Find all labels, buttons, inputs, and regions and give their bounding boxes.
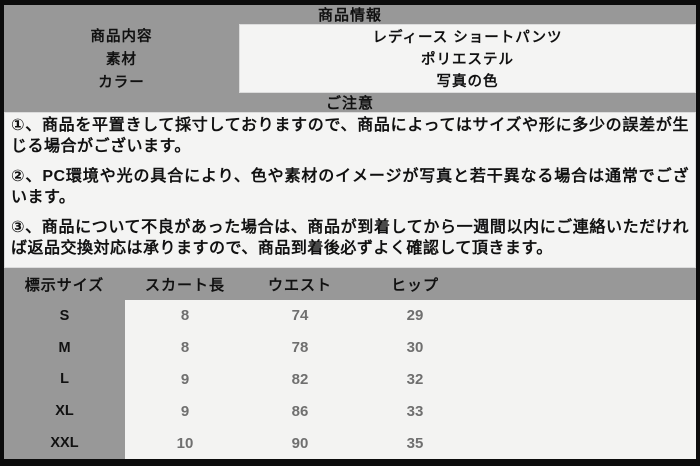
size-label: XL (55, 403, 74, 420)
product-value-color: 写真の色 (436, 74, 499, 91)
waist-value: 82 (291, 370, 309, 388)
sheet-title: 商品情報 (317, 7, 382, 24)
waist-value: 78 (291, 339, 309, 357)
product-value-material: ポリエステル (421, 51, 514, 68)
size-label: M (58, 339, 71, 356)
product-value-content: レディース ショートパンツ (372, 29, 563, 46)
hip-value: 30 (406, 339, 424, 357)
hip-value: 35 (406, 434, 424, 452)
notice-box: ①、商品を平置きして採寸しておりますので、商品によってはサイズや形に多少の誤差が… (4, 112, 696, 268)
product-label-color: カラー (98, 75, 145, 91)
column-header-waist: ウエスト (267, 276, 332, 294)
product-value-box: レディース ショートパンツ ポリエステル 写真の色 (239, 24, 696, 93)
size-chart-header: 標示サイズ スカート長 ウエスト ヒップ (4, 268, 696, 300)
waist-value: 86 (291, 402, 309, 420)
size-row-m: M 8 78 30 (4, 332, 696, 364)
hip-value: 29 (406, 307, 424, 325)
product-info-section: 商品内容 素材 カラー レディース ショートパンツ ポリエステル 写真の色 (4, 24, 696, 93)
notice-paragraph-1: ①、商品を平置きして採寸しておりますので、商品によってはサイズや形に多少の誤差が… (11, 117, 689, 155)
hip-value: 33 (406, 402, 424, 420)
column-header-skirt-length: スカート長 (144, 276, 225, 294)
size-chart-body: S 8 74 29 M 8 78 30 L 9 82 32 XL 9 86 33 (4, 300, 696, 459)
waist-value: 90 (291, 434, 309, 452)
product-label-column: 商品内容 素材 カラー (4, 24, 239, 93)
size-label: S (59, 307, 70, 324)
notice-title: ご注意 (325, 95, 374, 112)
skirt-length-value: 9 (180, 370, 190, 388)
notice-paragraph-3: ③、商品について不良があった場合は、商品が到着してから一週間以内にご連絡いただけ… (11, 219, 689, 257)
skirt-length-value: 9 (180, 402, 190, 420)
product-label-content: 商品内容 (90, 29, 153, 45)
skirt-length-value: 10 (176, 434, 194, 452)
size-row-s: S 8 74 29 (4, 300, 696, 332)
waist-value: 74 (291, 307, 309, 325)
notice-paragraph-2: ②、PC環境や光の具合により、色や素材のイメージが写真と若干異なる場合は通常でご… (11, 168, 689, 206)
size-label: L (60, 371, 69, 388)
size-row-xl: XL 9 86 33 (4, 395, 696, 427)
column-header-size: 標示サイズ (24, 276, 105, 294)
column-header-hip: ヒップ (390, 276, 439, 294)
skirt-length-value: 8 (180, 307, 190, 325)
skirt-length-value: 8 (180, 339, 190, 357)
size-label: XXL (50, 435, 79, 452)
size-row-l: L 9 82 32 (4, 364, 696, 396)
hip-value: 32 (406, 370, 424, 388)
product-label-material: 素材 (106, 52, 137, 68)
size-row-xxl: XXL 10 90 35 (4, 427, 696, 459)
